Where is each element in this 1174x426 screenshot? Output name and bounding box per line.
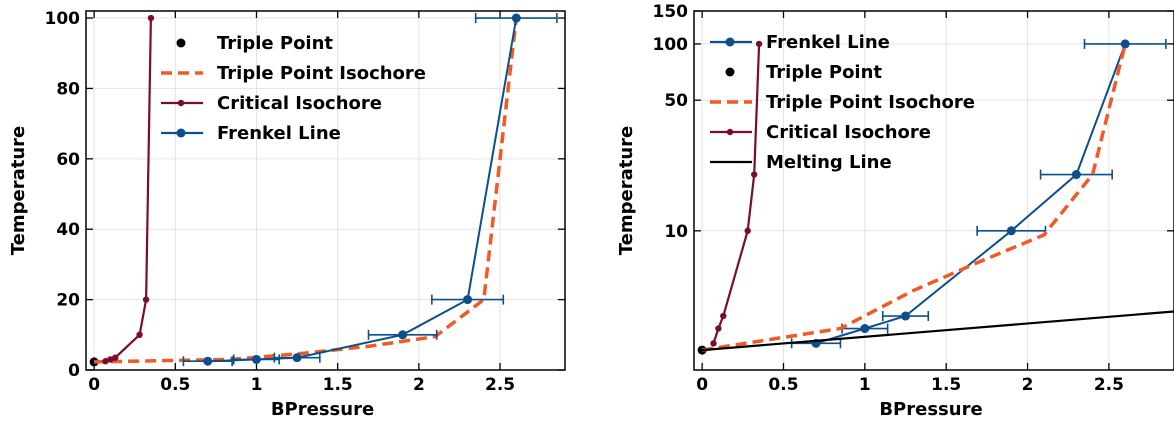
data-point (511, 13, 521, 23)
plot-area (89, 13, 558, 367)
x-tick-label: 1 (251, 375, 263, 395)
x-axis-label: BPressure (879, 399, 982, 420)
data-point (715, 325, 722, 332)
legend-item-triple-isochore: Triple Point Isochore (161, 63, 426, 84)
legend-label: Critical Isochore (766, 122, 931, 143)
series-frenkel (790, 38, 1167, 349)
legend-item-triple-point: Triple Point (725, 62, 882, 83)
series-frenkel (182, 13, 558, 367)
data-point (251, 354, 261, 364)
series-critical-isochore (102, 14, 155, 365)
series-line (701, 43, 1127, 352)
y-tick-label: 150 (653, 2, 689, 22)
data-point (860, 324, 870, 334)
data-point (136, 331, 143, 339)
legend-swatch-marker (177, 99, 185, 107)
x-tick-label: 1 (859, 375, 871, 395)
legend-item-frenkel: Frenkel Line (710, 32, 890, 53)
x-axis-label: BPressure (271, 399, 374, 420)
x-tick-label: 2 (413, 375, 425, 395)
legend-item-triple-point: Triple Point (176, 33, 333, 54)
data-point (720, 312, 727, 320)
series-triple-isochore (701, 43, 1127, 352)
legend-label: Frenkel Line (766, 32, 890, 53)
legend-item-critical-isochore: Critical Isochore (161, 93, 382, 114)
legend-swatch-marker (176, 128, 186, 138)
legend-label: Frenkel Line (217, 123, 341, 144)
legend-item-melting: Melting Line (710, 152, 892, 173)
y-tick-label: 40 (56, 220, 80, 240)
legend-swatch-marker (726, 128, 734, 136)
series-line (712, 43, 761, 344)
series-critical-isochore (710, 40, 763, 347)
y-axis-label: Temperature (8, 126, 29, 255)
y-tick-label: 100 (45, 9, 81, 29)
x-tick-label: 1.5 (931, 375, 961, 395)
legend-label: Triple Point Isochore (217, 63, 426, 84)
data-point (107, 356, 114, 363)
legend-item-triple-isochore: Triple Point Isochore (710, 92, 975, 113)
chart-panel-2: 0 0.5 1 1.5 2 2.5 10 50 100 150 BPressure Temperatu… (616, 2, 1174, 420)
x-tick-label: 0.5 (160, 375, 190, 395)
legend-swatch (176, 38, 186, 48)
data-point (292, 353, 302, 363)
legend-swatch-marker (725, 37, 735, 47)
y-tick-label: 50 (664, 91, 688, 111)
y-tick-label: 0 (68, 361, 80, 381)
data-point (744, 227, 751, 235)
x-tick-label: 0 (696, 375, 708, 395)
legend-item-frenkel: Frenkel Line (161, 123, 341, 144)
y-tick-label: 20 (56, 291, 80, 311)
legend-item-critical-isochore: Critical Isochore (710, 122, 931, 143)
data-point (755, 40, 763, 48)
series-line (815, 43, 1127, 345)
data-point (1120, 39, 1130, 49)
x-tick-label: 0.5 (768, 375, 798, 395)
series-line (105, 17, 152, 363)
y-tick-label: 60 (56, 150, 80, 170)
y-axis-label: Temperature (616, 126, 637, 255)
data-point (142, 296, 150, 303)
legend: Frenkel Line Triple Point Triple Point Iso… (710, 32, 975, 173)
data-point (463, 295, 473, 305)
data-point (102, 358, 109, 365)
data-point (710, 340, 717, 347)
data-point (203, 356, 213, 366)
legend-swatch (725, 67, 735, 77)
x-tick-label: 2.5 (485, 375, 515, 395)
legend-label: Triple Point (766, 62, 882, 83)
x-tick-label: 0 (88, 375, 100, 395)
series-line (702, 310, 1174, 352)
x-tick-label: 2.5 (1094, 375, 1124, 395)
data-point (1071, 170, 1081, 180)
legend: Triple Point Triple Point Isochore Critica… (161, 33, 426, 144)
y-tick-label: 100 (653, 35, 689, 55)
plot-area (697, 38, 1174, 355)
plot-frame (693, 10, 1174, 371)
series-melting (702, 310, 1174, 352)
data-point (751, 171, 758, 178)
legend-label: Triple Point Isochore (766, 92, 975, 113)
data-point (1006, 226, 1016, 236)
x-tick-label: 2 (1022, 375, 1034, 395)
x-tick-label: 1.5 (323, 375, 353, 395)
y-tick-label: 80 (56, 79, 80, 99)
data-point (398, 330, 408, 340)
data-point (147, 14, 155, 22)
legend-label: Melting Line (766, 152, 892, 173)
data-point (901, 311, 911, 321)
legend-label: Critical Isochore (217, 93, 382, 114)
legend-label: Triple Point (217, 33, 333, 54)
data-point (112, 354, 119, 361)
plot-frame (85, 10, 566, 371)
y-tick-label: 10 (664, 222, 688, 242)
chart-panel-1: 0 0.5 1 1.5 2 2.5 0 20 40 60 80 100 BPressure Tempera… (8, 9, 566, 420)
